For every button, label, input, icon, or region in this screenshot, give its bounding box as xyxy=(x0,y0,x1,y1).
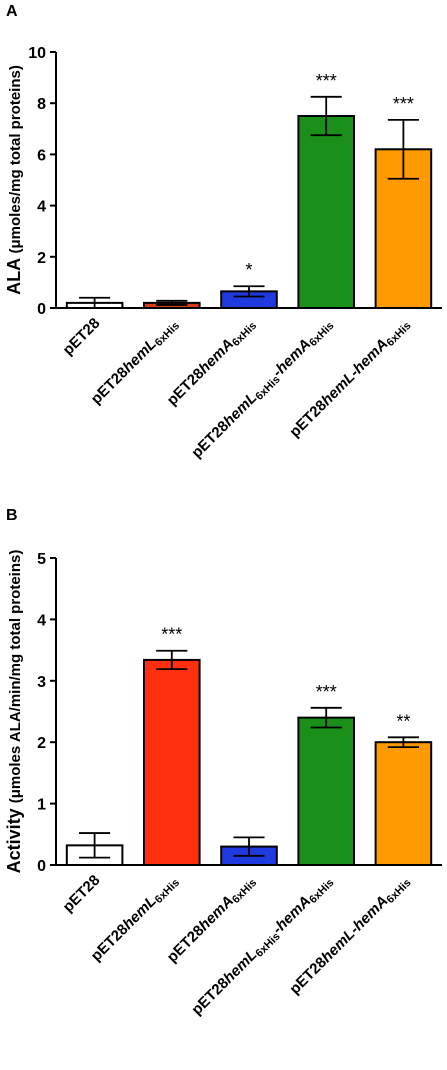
category-label: pET28hemL-hemA6xHis xyxy=(286,872,413,999)
y-tick-label: 6 xyxy=(37,147,46,164)
error-bar xyxy=(233,285,265,298)
panel-b: B 0 1 2 3 4 5 Activity (μmoles ALA/min/mg total… xyxy=(4,507,442,1020)
bar xyxy=(374,741,433,867)
bar xyxy=(143,658,201,867)
error-bar xyxy=(79,296,111,309)
y-tick-label: 3 xyxy=(37,674,46,691)
category-label: pET28 xyxy=(60,315,104,359)
significance-label: ** xyxy=(396,711,410,731)
significance-label: *** xyxy=(393,94,414,114)
category-label: pET28hemL-hemA6xHis xyxy=(286,315,413,442)
error-bar xyxy=(387,118,419,180)
y-tick-label: 2 xyxy=(37,250,46,267)
bar xyxy=(297,115,355,309)
y-tick-label: 0 xyxy=(37,858,46,875)
y-tick-label: 10 xyxy=(28,45,46,62)
y-tick-label: 5 xyxy=(37,551,46,568)
significance-label: *** xyxy=(161,625,182,645)
y-tick-label: 0 xyxy=(37,301,46,318)
category-label: pET28hemL6xHis-hemA6xHis xyxy=(188,315,336,463)
error-bar xyxy=(387,736,419,749)
category-label: pET28 xyxy=(60,872,104,916)
panel-letter: B xyxy=(6,507,18,524)
y-tick-label: 2 xyxy=(37,735,46,752)
error-bar xyxy=(156,649,188,671)
y-tick-label: 8 xyxy=(37,96,46,113)
significance-label: * xyxy=(245,260,252,280)
significance-label: *** xyxy=(316,682,337,702)
error-bar xyxy=(310,95,342,137)
y-tick-label: 4 xyxy=(37,612,46,629)
error-bar xyxy=(233,836,265,857)
error-bar xyxy=(310,706,342,729)
category-label: pET28hemL6xHis-hemA6xHis xyxy=(188,872,336,1020)
panel-letter: A xyxy=(6,3,18,20)
significance-label: *** xyxy=(316,71,337,91)
y-axis-label: Activity (μmoles ALA/min/mg total protei… xyxy=(4,550,24,874)
y-tick-label: 1 xyxy=(37,797,46,814)
y-axis-label: ALA (μmoles/mg total proteins) xyxy=(4,65,24,295)
error-bar xyxy=(79,832,111,859)
bar xyxy=(297,716,355,867)
y-tick-label: 4 xyxy=(37,199,46,216)
error-bar xyxy=(156,299,188,306)
